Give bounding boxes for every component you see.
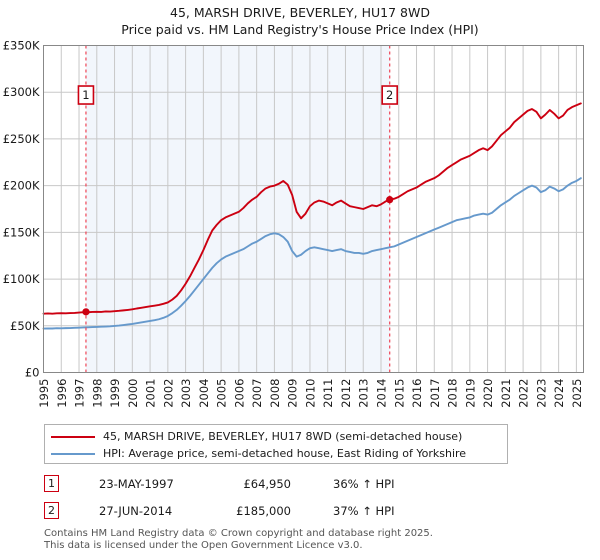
- chart-plot-area: £0 £50K £100K £150K £200K £250K £300K £350K 199…: [3, 39, 584, 408]
- ownership-period-band: [85, 45, 390, 373]
- transaction-price: £64,950: [243, 476, 291, 491]
- highlight-band-layer: [85, 45, 390, 373]
- x-axis-tick-label: 2009: [286, 379, 300, 408]
- x-axis-tick-label: 2008: [268, 379, 282, 408]
- table-row: 1 23-MAY-1997 £64,950 36% ↑ HPI: [44, 470, 514, 497]
- plot-border: [43, 45, 584, 373]
- x-axis-tick-label: 1996: [55, 379, 69, 408]
- copyright-footer: Contains HM Land Registry data © Crown c…: [44, 528, 564, 552]
- x-axis-tick-label: 2017: [428, 379, 442, 408]
- transaction-callout-1[interactable]: 1: [77, 85, 95, 105]
- x-axis-tick-label: 2025: [570, 379, 584, 408]
- footer-line-2: This data is licensed under the Open Gov…: [44, 540, 363, 551]
- y-axis-tick-label: £300K: [3, 85, 40, 99]
- table-row: 2 27-JUN-2014 £185,000 37% ↑ HPI: [44, 497, 514, 524]
- page-subtitle: Price paid vs. HM Land Registry's House …: [121, 22, 479, 37]
- x-axis-tick-label: 2000: [126, 379, 140, 408]
- transaction-point-marker-2[interactable]: [386, 196, 394, 204]
- y-axis-tick-labels: £0 £50K £100K £150K £200K £250K £300K £350K: [3, 39, 40, 380]
- series-lines-layer: [42, 102, 582, 330]
- legend-label-hpi: HPI: Average price, semi-detached house,…: [103, 447, 467, 460]
- callout-box: [77, 85, 95, 105]
- x-axis-tick-label: 2018: [446, 379, 460, 408]
- legend-item-price-paid: 45, MARSH DRIVE, BEVERLEY, HU17 8WD (sem…: [45, 428, 507, 445]
- x-axis-tick-label: 2013: [357, 379, 371, 408]
- x-axis-tick-label: 1995: [37, 379, 51, 408]
- y-axis-tick-label: £50K: [10, 319, 40, 333]
- x-axis-tick-label: 2020: [481, 379, 495, 408]
- chart-title-block: 45, MARSH DRIVE, BEVERLEY, HU17 8WD Pric…: [0, 4, 600, 38]
- x-axis-tick-label: 2007: [250, 379, 264, 408]
- x-axis-tick-label: 2021: [499, 379, 513, 408]
- x-axis-tick-label: 2012: [339, 379, 353, 408]
- legend-item-hpi: HPI: Average price, semi-detached house,…: [45, 445, 507, 462]
- transaction-date: 23-MAY-1997: [99, 476, 174, 491]
- series-line-hpi: [42, 177, 582, 330]
- x-axis-tick-label: 2024: [552, 379, 566, 408]
- chart-legend: 45, MARSH DRIVE, BEVERLEY, HU17 8WD (sem…: [44, 424, 508, 464]
- y-axis-tick-label: £100K: [3, 272, 40, 286]
- x-axis-tick-label: 1999: [108, 379, 122, 408]
- x-axis-tick-label: 2023: [534, 379, 548, 408]
- transaction-hpi-delta: 36% ↑ HPI: [333, 476, 395, 491]
- legend-swatch-hpi-icon: [51, 452, 95, 455]
- y-axis-tick-label: £350K: [3, 39, 40, 53]
- x-axis-tick-label: 2010: [303, 379, 317, 408]
- x-axis-tick-label: 2011: [321, 379, 335, 408]
- transactions-table: 1 23-MAY-1997 £64,950 36% ↑ HPI 2 27-JUN…: [44, 470, 514, 524]
- y-axis-tick-label: £0: [25, 366, 40, 380]
- transaction-point-markers-layer: [82, 196, 394, 316]
- transaction-date: 27-JUN-2014: [99, 503, 173, 518]
- transaction-callout-2[interactable]: 2: [381, 85, 399, 105]
- x-axis-tick-label: 1997: [73, 379, 87, 408]
- x-axis-tick-label: 2003: [179, 379, 193, 408]
- x-axis-tick-label: 2014: [375, 379, 389, 408]
- y-axis-tick-label: £200K: [3, 179, 40, 193]
- x-axis-tick-label: 2002: [161, 379, 175, 408]
- status-badge: 1: [44, 475, 59, 492]
- legend-swatch-price-paid-icon: [51, 435, 95, 438]
- footer-line-1: Contains HM Land Registry data © Crown c…: [44, 528, 433, 539]
- transaction-point-marker-1[interactable]: [82, 308, 90, 316]
- x-axis-tick-label: 2022: [517, 379, 531, 408]
- x-axis-tick-label: 1998: [90, 379, 104, 408]
- x-axis-tick-label: 2004: [197, 379, 211, 408]
- x-axis-tick-label: 2005: [215, 379, 229, 408]
- transaction-hpi-delta: 37% ↑ HPI: [333, 503, 395, 518]
- x-axis-tick-label: 2016: [410, 379, 424, 408]
- x-axis-tick-label: 2019: [463, 379, 477, 408]
- callout-label: 1: [82, 88, 89, 102]
- transaction-price: £185,000: [236, 503, 291, 518]
- x-axis-tick-label: 2015: [392, 379, 406, 408]
- status-badge: 2: [44, 502, 59, 519]
- page-title: 45, MARSH DRIVE, BEVERLEY, HU17 8WD: [170, 5, 430, 20]
- y-axis-tick-label: £150K: [3, 225, 40, 239]
- price-hpi-line-chart: £0 £50K £100K £150K £200K £250K £300K £350K 199…: [3, 39, 584, 408]
- legend-label-price-paid: 45, MARSH DRIVE, BEVERLEY, HU17 8WD (sem…: [103, 430, 463, 443]
- callout-box: [381, 85, 399, 105]
- plot-frame-layer: [43, 45, 584, 373]
- y-axis-tick-label: £250K: [3, 132, 40, 146]
- x-axis-tick-label: 2001: [144, 379, 158, 408]
- x-axis-tick-label: 2006: [232, 379, 246, 408]
- x-axis-tick-labels: 1995 1996 1997 1998 1999 2000 2001 2002 2003 2004…: [37, 379, 584, 408]
- series-line-price-paid: [42, 102, 582, 315]
- callout-label: 2: [386, 88, 393, 102]
